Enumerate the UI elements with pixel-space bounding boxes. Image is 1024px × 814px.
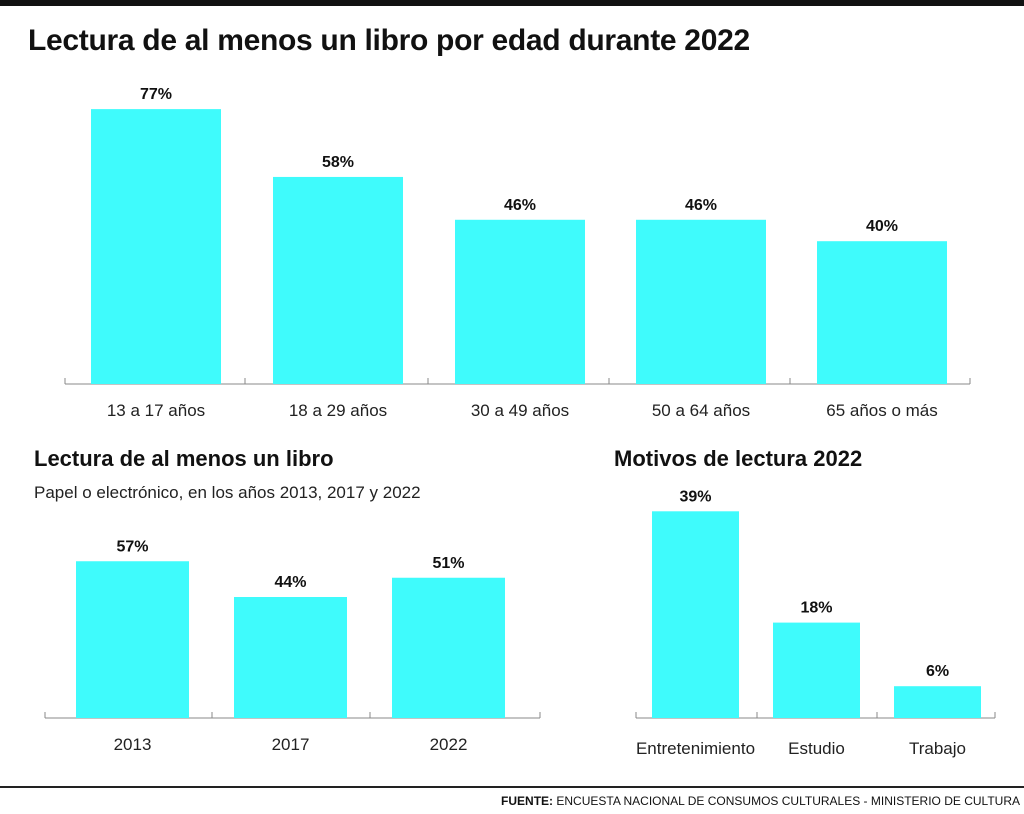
top-rule — [0, 0, 1024, 6]
category-label: 65 años o más — [826, 401, 938, 420]
data-label: 57% — [116, 538, 148, 555]
category-label: 2017 — [272, 735, 310, 754]
category-label: 18 a 29 años — [289, 401, 387, 420]
bar-18-a-29-a-os — [273, 176, 403, 384]
chart-2-title: Lectura de al menos un libro — [34, 446, 334, 471]
category-label: 2022 — [430, 735, 468, 754]
chart-1-title: Lectura de al menos un libro por edad du… — [28, 24, 750, 57]
category-label: Entretenimiento — [636, 739, 755, 758]
bar-trabajo — [894, 686, 981, 718]
bar-2017 — [234, 597, 347, 718]
category-label: 30 a 49 años — [471, 401, 569, 420]
data-label: 39% — [679, 488, 711, 505]
category-label: 50 a 64 años — [652, 401, 750, 420]
data-label: 44% — [274, 574, 306, 591]
data-label: 77% — [140, 86, 172, 103]
category-label: 2013 — [114, 735, 152, 754]
data-label: 6% — [926, 663, 949, 680]
data-label: 46% — [685, 197, 717, 214]
chart-age: 77% 13 a 17 años 58% 18 a 29 años 46% 30 a 49… — [64, 86, 971, 420]
bar-estudio — [773, 622, 860, 718]
chart-reasons: 39% Entretenimiento 18% Estudio 6% Trabajo — [635, 488, 996, 758]
source-footer: FUENTE: ENCUESTA NACIONAL DE CONSUMOS CU… — [501, 794, 1020, 808]
bar-entretenimiento — [652, 511, 739, 718]
data-label: 18% — [800, 600, 832, 617]
footer-rule — [0, 786, 1024, 788]
bar-13-a-17-a-os — [91, 109, 221, 385]
chart-2-subtitle: Papel o electrónico, en los años 2013, 2… — [34, 483, 421, 502]
source-text: ENCUESTA NACIONAL DE CONSUMOS CULTURALES… — [553, 794, 1020, 808]
category-label: 13 a 17 años — [107, 401, 205, 420]
data-label: 46% — [504, 197, 536, 214]
category-label: Trabajo — [909, 739, 966, 758]
bar-2013 — [76, 561, 189, 718]
data-label: 51% — [432, 555, 464, 572]
chart-3-title: Motivos de lectura 2022 — [614, 446, 863, 471]
bar-30-a-49-a-os — [455, 219, 585, 384]
bar-65-a-os-o-m-s — [817, 241, 947, 384]
bar-2022 — [392, 577, 505, 718]
data-label: 58% — [322, 154, 354, 171]
bar-50-a-64-a-os — [636, 219, 766, 384]
category-label: Estudio — [788, 739, 845, 758]
source-label: FUENTE: — [501, 794, 554, 808]
chart-years: 57% 2013 44% 2017 51% 2022 — [44, 538, 541, 754]
data-label: 40% — [866, 218, 898, 235]
